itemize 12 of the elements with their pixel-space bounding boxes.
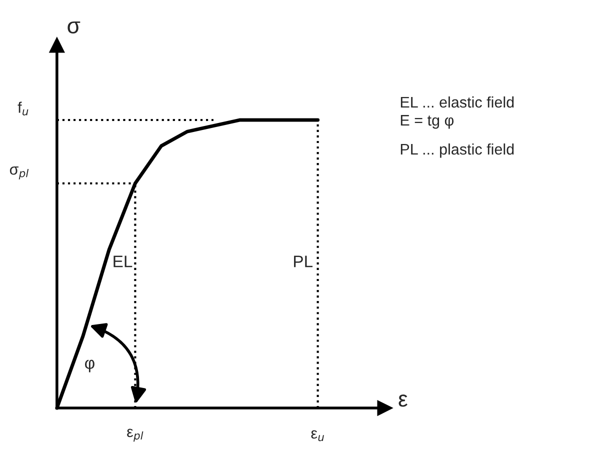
ref-line-label: σ$_{pl}$: [10, 166, 29, 180]
y-axis-title: σ: [68, 22, 80, 34]
x-tick-label: ε$_{u}$: [311, 430, 324, 442]
x-tick-label: ε$_{pl}$: [127, 428, 144, 442]
x-axis-title: ε: [398, 394, 408, 407]
annotation: EL: [114, 256, 132, 268]
ref-line-label: f$_{u}$: [18, 102, 28, 116]
annotation: PL: [294, 256, 313, 268]
text: EL ... elastic field: [400, 96, 514, 108]
text: E = tg φ: [400, 115, 454, 129]
text: PL ... plastic field: [400, 143, 514, 158]
annotation: φ: [85, 360, 94, 372]
